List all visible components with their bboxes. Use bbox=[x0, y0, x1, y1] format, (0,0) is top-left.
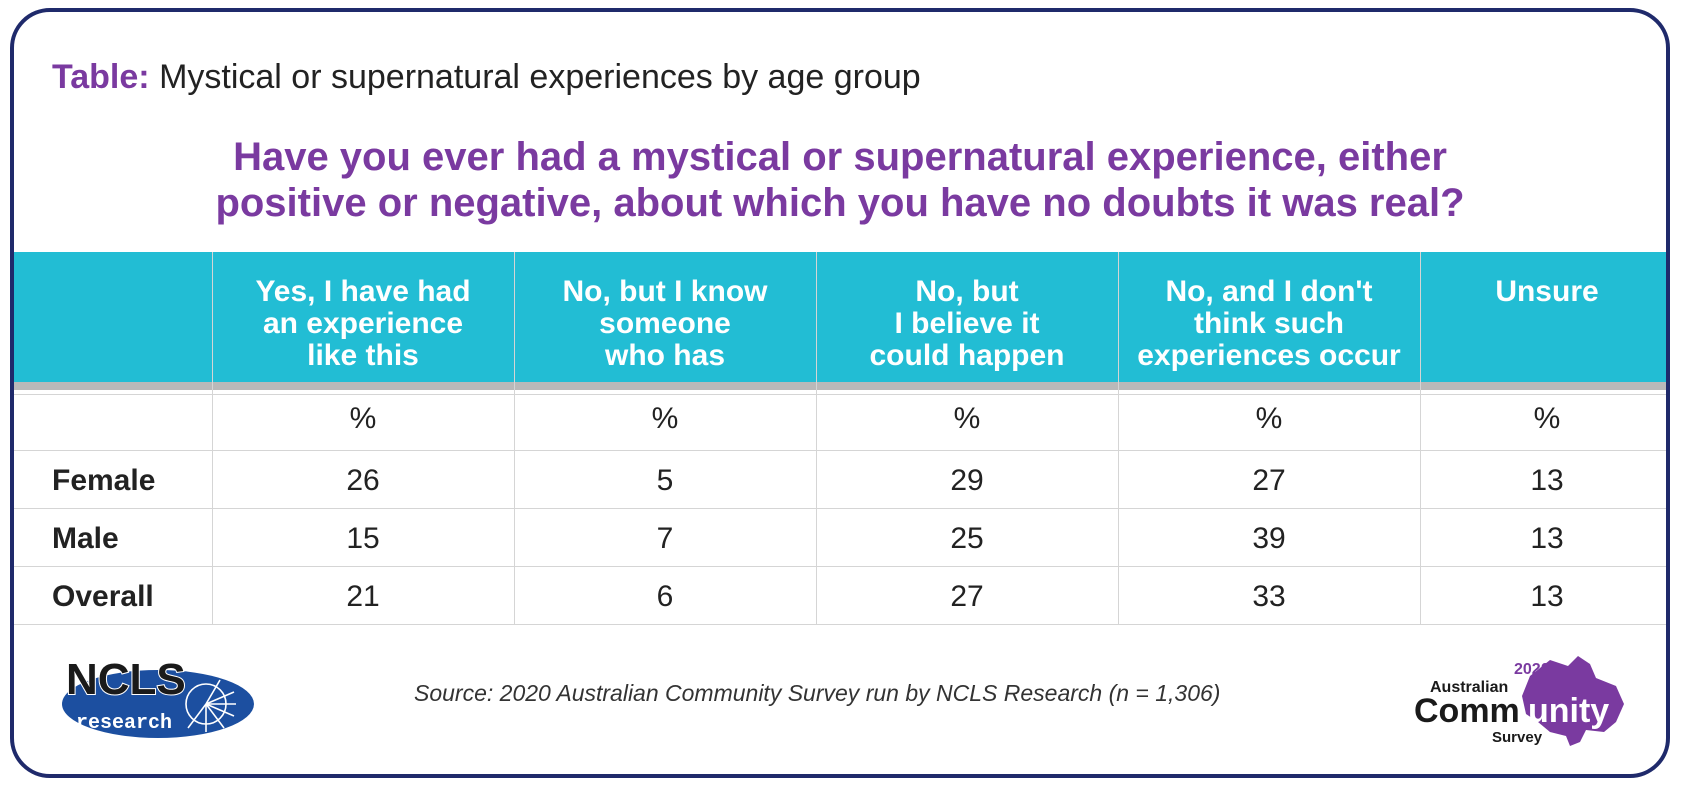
ncls-logo-rays bbox=[185, 679, 236, 732]
ncls-logo-graphic: NCLS research bbox=[62, 654, 254, 738]
column-header-1-line-2: an experience bbox=[262, 307, 464, 340]
column-header-1-line-3: like this bbox=[307, 339, 419, 372]
ncls-research-logo: NCLS research bbox=[58, 652, 258, 747]
survey-question-line-2: positive or negative, about which you ha… bbox=[215, 181, 1465, 225]
table-cell-male-col-4: 39 bbox=[1252, 522, 1286, 555]
table-cell-overall-col-5: 13 bbox=[1530, 580, 1564, 613]
column-header-2-line-3: who has bbox=[604, 339, 725, 372]
column-header-4-line-1: No, and I don't bbox=[1165, 275, 1373, 308]
table-card: Table: Mystical or supernatural experien… bbox=[10, 8, 1670, 778]
table-title: Table: Mystical or supernatural experien… bbox=[52, 58, 921, 97]
table-title-text: Mystical or supernatural experiences by … bbox=[159, 58, 921, 96]
table-cell-overall-col-1: 21 bbox=[346, 580, 380, 613]
row-divider-2 bbox=[14, 450, 1666, 451]
column-divider-5 bbox=[1420, 252, 1421, 624]
australia-map-icon bbox=[1522, 656, 1624, 746]
column-header-2-line-2: someone bbox=[599, 307, 731, 340]
acs-logo-line1: Australian bbox=[1430, 679, 1508, 696]
acs-logo-unity: unity bbox=[1528, 692, 1609, 730]
column-divider-3 bbox=[816, 252, 817, 624]
table-cell-male-col-5: 13 bbox=[1530, 522, 1564, 555]
acs-logo-graphic: 2020 Australian Comm unity Survey bbox=[1414, 656, 1624, 746]
unit-cell-5: % bbox=[1533, 402, 1561, 435]
table-cell-overall-col-4: 33 bbox=[1252, 580, 1286, 613]
column-header-2: No, but I know someone who has bbox=[514, 252, 816, 382]
column-header-4-line-3: experiences occur bbox=[1137, 339, 1401, 372]
acs-logo-line3: Survey bbox=[1492, 729, 1543, 746]
column-header-3: No, but I believe it could happen bbox=[816, 252, 1118, 382]
row-label-female: Female bbox=[52, 464, 156, 497]
row-divider-5 bbox=[14, 624, 1666, 625]
ncls-logo-sub-text: research bbox=[76, 712, 172, 735]
column-header-5: Unsure bbox=[1420, 252, 1666, 382]
table-cell-female-col-1: 26 bbox=[346, 464, 380, 497]
acs-logo-year: 2020 bbox=[1514, 661, 1550, 678]
table-cell-female-col-4: 27 bbox=[1252, 464, 1286, 497]
survey-question: Have you ever had a mystical or supernat… bbox=[14, 134, 1666, 226]
column-header-1: Yes, I have had an experience like this bbox=[212, 252, 514, 382]
row-label-male: Male bbox=[52, 522, 119, 555]
table-cell-male-col-3: 25 bbox=[950, 522, 984, 555]
column-header-3-line-3: could happen bbox=[869, 339, 1065, 372]
column-header-3-line-2: I believe it bbox=[894, 307, 1040, 340]
table-cell-female-col-3: 29 bbox=[950, 464, 984, 497]
column-header-5-line-1: Unsure bbox=[1495, 275, 1599, 308]
row-label-overall: Overall bbox=[52, 580, 154, 613]
row-divider-3 bbox=[14, 508, 1666, 509]
row-divider-4 bbox=[14, 566, 1666, 567]
table-cell-male-col-2: 7 bbox=[656, 522, 674, 555]
unit-cell-4: % bbox=[1255, 402, 1283, 435]
acs-logo-comm: Comm bbox=[1414, 692, 1520, 730]
column-header-4-line-2: think such bbox=[1193, 307, 1344, 340]
unit-cell-2: % bbox=[651, 402, 679, 435]
column-header-2-line-1: No, but I know bbox=[562, 275, 768, 308]
survey-question-line-1: Have you ever had a mystical or supernat… bbox=[233, 135, 1447, 179]
column-divider-2 bbox=[514, 252, 515, 624]
table-title-prefix: Table: bbox=[52, 58, 150, 96]
column-header-3-line-1: No, but bbox=[915, 275, 1019, 308]
table-cell-female-col-2: 5 bbox=[656, 464, 674, 497]
column-divider-4 bbox=[1118, 252, 1119, 624]
unit-cell-1: % bbox=[349, 402, 377, 435]
unit-cell-3: % bbox=[953, 402, 981, 435]
column-header-4: No, and I don't think such experiences occ… bbox=[1118, 252, 1420, 382]
table-cell-female-col-5: 13 bbox=[1530, 464, 1564, 497]
table-header-shadow bbox=[14, 382, 1666, 390]
table-cell-male-col-1: 15 bbox=[346, 522, 380, 555]
table-cell-overall-col-2: 6 bbox=[656, 580, 674, 613]
table-cell-overall-col-3: 27 bbox=[950, 580, 984, 613]
table-header-band bbox=[14, 252, 1666, 382]
australian-community-survey-logo: 2020 Australian Comm unity Survey bbox=[1410, 652, 1640, 757]
source-note: Source: 2020 Australian Community Survey… bbox=[414, 680, 1221, 706]
column-header-1-line-1: Yes, I have had bbox=[255, 275, 471, 308]
row-divider-1 bbox=[14, 394, 1666, 395]
ncls-logo-main-text: NCLS bbox=[66, 655, 186, 704]
column-divider-1 bbox=[212, 252, 213, 624]
